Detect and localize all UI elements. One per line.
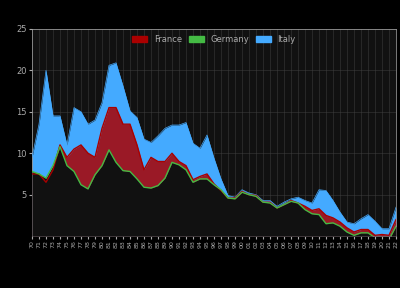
Legend: France, Germany, Italy: France, Germany, Italy bbox=[131, 33, 297, 45]
